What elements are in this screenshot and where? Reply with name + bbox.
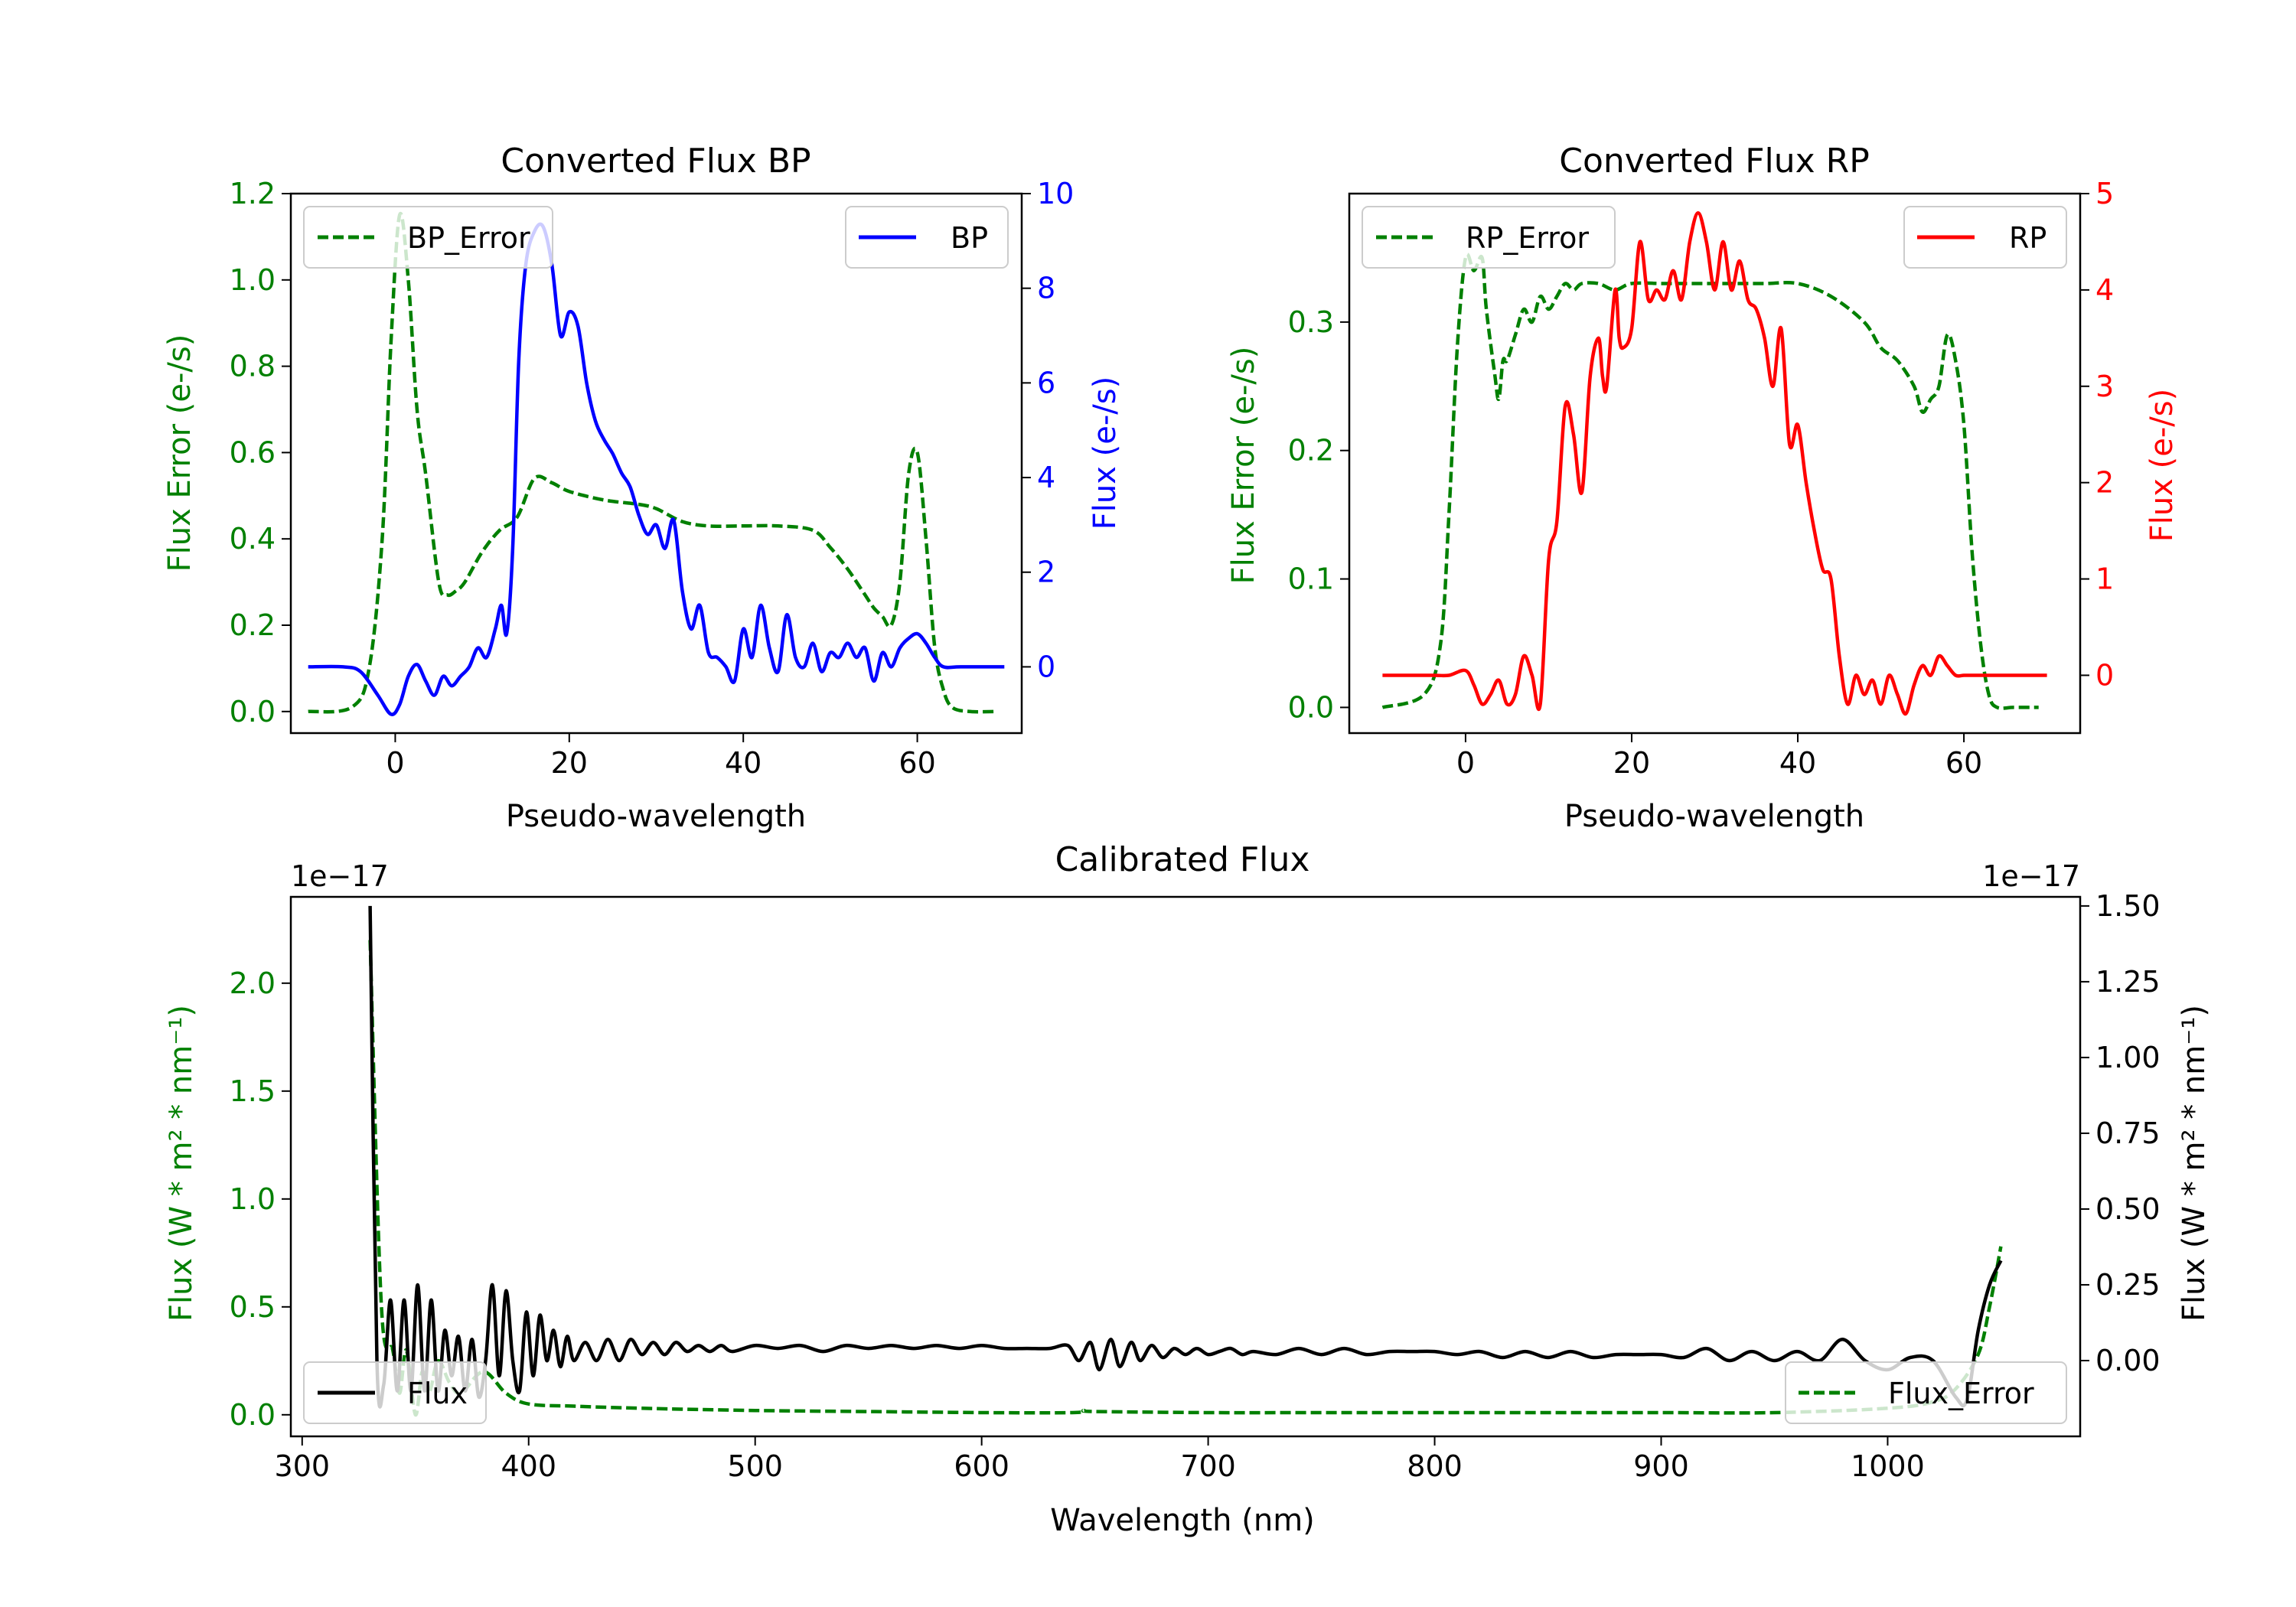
chart-bp-ticks: 0 20 40 60 0.0 0.2 0.4 0.6 0.8 1.0 1.2 0 2 4 6 8 10 [230,177,1075,780]
chart-calibrated-ticks: 300 400 500 600 700 800 900 1000 0.0 0.5 1.0 1.5 2.0… [230,889,2161,1483]
cal-xtick-label: 900 [1633,1449,1689,1483]
chart-rp-ticks: 0 20 40 60 0.0 0.1 0.2 0.3 0 1 2 3 4 5 [1288,177,2115,780]
chart-rp-legend-flux-label: RP [2009,221,2047,255]
rp-series-rp [1382,210,2047,716]
cal-xtick-label: 1000 [1851,1449,1925,1483]
bp-ytick-left-label: 0.6 [230,435,276,469]
rp-ytick-right-label: 1 [2095,562,2114,596]
chart-calibrated: Calibrated Flux Wavelength (nm) Flux (W … [164,840,2212,1538]
bp-ytick-left-label: 0.8 [230,350,276,383]
chart-bp-frame [289,192,1023,735]
chart-rp-legend-error-box [1362,206,1616,269]
rp-ytick-left-label: 0.3 [1288,305,1334,339]
rp-ytick-right-label: 0 [2095,658,2114,692]
chart-calibrated-legend-flux-box [303,1361,487,1424]
chart-bp-legend-flux-box [845,206,1009,269]
chart-bp-legend-error-label: BP_Error [407,221,530,255]
rp-xtick-label: 60 [1945,746,1982,780]
chart-bp-legend-error-box [303,206,553,269]
chart-calibrated-legend-flux-label: Flux [407,1377,468,1410]
rp-ytick-right-label: 3 [2095,370,2114,403]
bp-xtick-label: 40 [725,746,762,780]
cal-ytick-right-label: 0.00 [2095,1344,2161,1377]
chart-rp-lines [1381,210,2047,716]
cal-xtick-label: 600 [954,1449,1009,1483]
bp-ytick-right-label: 0 [1037,650,1055,683]
cal-ytick-right-label: 0.25 [2095,1268,2161,1302]
rp-ytick-left-label: 0.2 [1288,434,1334,468]
bp-ytick-right-label: 4 [1037,461,1055,494]
chart-rp-xlabel: Pseudo-wavelength [1564,799,1864,834]
rp-series-rp-error [1381,253,2039,710]
chart-rp-legend-flux: RP [1903,206,2067,269]
chart-rp-frame [1348,192,2082,735]
rp-xtick-label: 40 [1779,746,1816,780]
cal-xtick-label: 700 [1180,1449,1236,1483]
bp-xtick-label: 60 [899,746,935,780]
chart-calibrated-xlabel: Wavelength (nm) [1050,1503,1315,1538]
rp-ytick-right-label: 5 [2095,177,2114,210]
chart-bp-legend-flux-label: BP [951,221,988,255]
chart-calibrated-offset-left: 1e−17 [291,859,389,893]
chart-rp: Converted Flux RP Pseudo-wavelength Flux… [1226,142,2180,834]
bp-ytick-right-label: 10 [1037,177,1074,210]
chart-rp-ylabel-right: Flux (e-/s) [2144,389,2180,542]
bp-ytick-left-label: 1.2 [230,177,276,210]
rp-ytick-right-label: 2 [2095,466,2114,500]
chart-calibrated-legend-error-box [1785,1361,2067,1424]
chart-bp-xlabel: Pseudo-wavelength [506,799,806,834]
rp-ytick-right-label: 4 [2095,273,2114,307]
cal-ytick-left-label: 1.0 [230,1182,276,1216]
bp-ytick-right-label: 2 [1037,556,1055,589]
cal-xtick-label: 500 [727,1449,783,1483]
chart-calibrated-frame [289,895,2082,1438]
cal-ytick-right-label: 0.75 [2095,1116,2161,1150]
chart-calibrated-ylabel-left: Flux (W * m² * nm⁻¹) [164,1005,199,1322]
cal-ytick-right-label: 1.00 [2095,1041,2161,1074]
chart-calibrated-legend-error-label: Flux_Error [1888,1377,2034,1410]
cal-ytick-right-label: 0.50 [2095,1192,2161,1226]
rp-xtick-label: 20 [1613,746,1650,780]
chart-rp-ylabel-left: Flux Error (e-/s) [1226,347,1261,585]
chart-calibrated-offset-right: 1e−17 [1982,859,2080,893]
chart-rp-legend-error-label: RP_Error [1466,221,1589,255]
cal-ytick-left-label: 2.0 [230,966,276,1000]
bp-ytick-right-label: 8 [1037,272,1055,305]
chart-calibrated-legend-error: Flux_Error [1785,1361,2067,1424]
cal-ytick-right-label: 1.25 [2095,965,2161,999]
chart-bp-title: Converted Flux BP [501,142,810,181]
rp-xtick-label: 0 [1456,746,1475,780]
chart-bp-legend-flux: BP [845,206,1009,269]
bp-ytick-left-label: 0.2 [230,608,276,642]
chart-rp-title: Converted Flux RP [1559,142,1870,181]
cal-ytick-left-label: 0.0 [230,1398,276,1432]
chart-bp-legend-error: BP_Error [303,206,553,269]
chart-bp-ylabel-left: Flux Error (e-/s) [162,334,197,572]
cal-xtick-label: 400 [501,1449,556,1483]
rp-ytick-left-label: 0.0 [1288,690,1334,724]
bp-series-bp [308,222,1005,716]
cal-xtick-label: 300 [275,1449,331,1483]
cal-ytick-right-label: 1.50 [2095,889,2161,923]
cal-ytick-left-label: 1.5 [230,1074,276,1108]
cal-ytick-left-label: 0.5 [230,1290,276,1324]
chart-rp-legend-flux-box [1903,206,2067,269]
chart-rp-legend-error: RP_Error [1362,206,1616,269]
bp-xtick-label: 20 [551,746,588,780]
bp-ytick-left-label: 1.0 [230,263,276,297]
cal-xtick-label: 800 [1407,1449,1463,1483]
bp-ytick-left-label: 0.4 [230,522,276,556]
chart-calibrated-ylabel-right: Flux (W * m² * nm⁻¹) [2177,1005,2212,1322]
chart-bp-ylabel-right: Flux (e-/s) [1088,376,1123,530]
chart-calibrated-legend-flux: Flux [303,1361,487,1424]
rp-ytick-left-label: 0.1 [1288,562,1334,596]
bp-ytick-right-label: 6 [1037,366,1055,399]
bp-ytick-left-label: 0.0 [230,695,276,729]
chart-calibrated-title: Calibrated Flux [1055,840,1310,879]
bp-xtick-label: 0 [386,746,404,780]
chart-bp: Converted Flux BP Pseudo-wavelength Flux… [162,142,1123,834]
